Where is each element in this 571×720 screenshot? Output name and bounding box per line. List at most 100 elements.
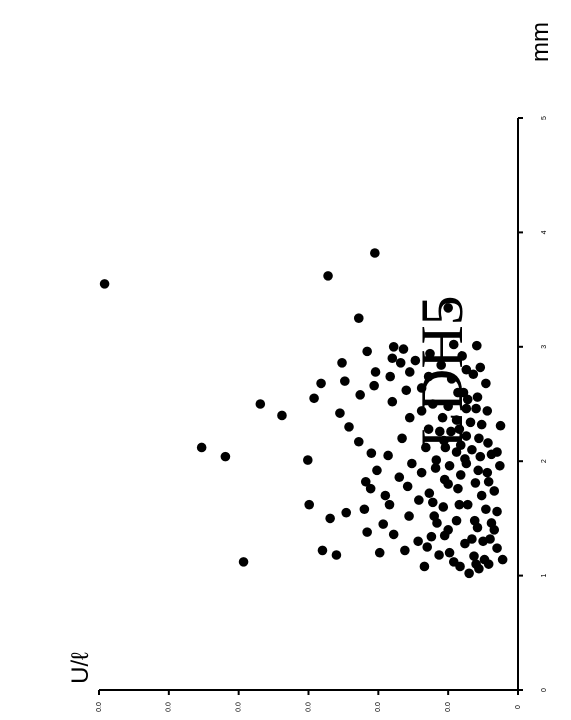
data-point: [481, 504, 491, 515]
data-point: [444, 460, 455, 471]
data-point: [414, 495, 424, 505]
data-point: [353, 436, 364, 447]
data-point: [437, 412, 448, 423]
data-point: [323, 271, 333, 281]
y-tick-label: 0: [515, 705, 522, 709]
data-point: [469, 515, 480, 526]
data-point: [407, 458, 417, 469]
data-point: [444, 547, 455, 558]
x-tick-label: 1: [541, 574, 548, 578]
data-point: [467, 444, 477, 455]
data-point: [383, 450, 393, 461]
data-point: [255, 399, 266, 409]
data-point: [492, 447, 502, 457]
y-tick-label: 0.0: [96, 702, 103, 712]
data-point: [460, 538, 470, 549]
data-point: [394, 472, 405, 483]
data-point: [434, 550, 444, 560]
data-point: [460, 454, 470, 464]
data-point: [423, 424, 434, 434]
data-point: [434, 426, 445, 437]
data-point: [277, 410, 287, 421]
data-point: [365, 483, 376, 494]
data-point: [331, 550, 342, 560]
data-point: [428, 497, 438, 508]
data-point: [402, 481, 413, 492]
data-point: [489, 486, 500, 496]
data-point: [360, 476, 371, 487]
data-point: [476, 490, 487, 501]
data-point: [416, 406, 427, 416]
data-point: [431, 455, 442, 465]
data-point: [196, 442, 207, 453]
data-point: [426, 531, 437, 542]
data-point: [428, 399, 438, 409]
data-point: [370, 248, 380, 258]
data-point: [461, 364, 472, 375]
data-point: [468, 369, 479, 380]
data-point: [474, 563, 484, 574]
x-tick-label: 2: [541, 459, 548, 463]
data-point: [400, 545, 410, 556]
data-point: [362, 527, 372, 537]
y-tick-label: 0.0: [375, 702, 382, 712]
data-point: [475, 362, 486, 373]
data-point: [451, 447, 462, 457]
data-point: [471, 340, 482, 351]
x-axis-ticks: 0 1 2 3 4 5: [518, 116, 548, 692]
data-point: [335, 408, 345, 418]
data-point: [385, 371, 396, 382]
y-tick-label: 0.0: [445, 702, 452, 712]
data-point: [238, 557, 249, 567]
data-point: [424, 488, 435, 499]
data-point: [378, 519, 389, 529]
data-point: [398, 344, 409, 354]
y-tick-label: 0.0: [305, 702, 312, 712]
data-point: [340, 376, 350, 386]
data-point: [384, 499, 395, 510]
data-point: [388, 529, 399, 540]
data-point: [380, 490, 391, 501]
data-point: [413, 536, 423, 547]
data-point: [461, 431, 472, 441]
data-point: [481, 378, 491, 389]
data-point: [432, 518, 442, 528]
data-point: [410, 355, 421, 366]
data-point: [495, 420, 506, 431]
data-point: [438, 502, 449, 512]
data-point: [495, 460, 505, 471]
data-point: [473, 465, 483, 476]
data-point: [443, 479, 453, 489]
data-point: [448, 557, 459, 567]
data-point: [344, 422, 354, 432]
y-axis-label: U/ℓ: [67, 652, 94, 684]
data-point: [443, 303, 453, 313]
data-point: [401, 385, 412, 396]
data-point: [387, 353, 398, 364]
data-point: [436, 360, 446, 370]
data-point: [485, 534, 495, 544]
data-point: [430, 463, 441, 473]
data-point: [423, 371, 434, 382]
data-point: [483, 476, 494, 487]
x-tick-label: 5: [541, 116, 548, 120]
data-point: [489, 525, 500, 535]
y-tick-label: 0.0: [236, 702, 243, 712]
data-point: [325, 513, 335, 524]
x-axis-label: mm: [527, 22, 554, 62]
data-point: [467, 534, 477, 544]
data-point: [317, 545, 328, 556]
data-point: [492, 543, 502, 553]
data-point: [462, 394, 473, 405]
data-points: [99, 248, 508, 579]
data-point: [455, 440, 466, 450]
data-point: [388, 342, 399, 352]
data-point: [471, 403, 481, 414]
data-point: [462, 499, 473, 510]
data-point: [304, 499, 314, 510]
data-point: [316, 378, 326, 389]
data-point: [474, 433, 484, 444]
data-point: [475, 451, 486, 462]
data-point: [469, 551, 479, 561]
data-point: [309, 393, 319, 404]
